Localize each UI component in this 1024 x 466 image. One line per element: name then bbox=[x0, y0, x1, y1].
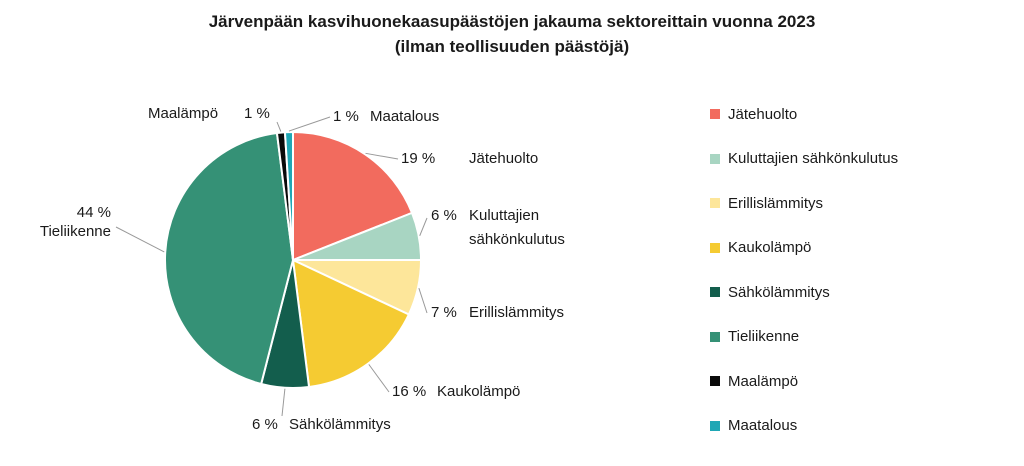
data-label-name-sahkolammitys: Sähkölämmitys bbox=[289, 416, 391, 433]
legend-item-maatalous: Maatalous bbox=[710, 404, 898, 449]
legend-label: Maatalous bbox=[728, 417, 798, 435]
chart-title: Järvenpään kasvihuonekaasupäästöjen jaka… bbox=[208, 12, 816, 31]
data-label-value-erillislammitys: 7 % bbox=[431, 304, 457, 321]
legend-item-kaukolampo: Kaukolämpö bbox=[710, 226, 898, 271]
legend-label: Kaukolämpö bbox=[728, 239, 812, 257]
leader-line-kuluttajien-sahkonkulutus bbox=[419, 217, 428, 237]
legend-item-erillislammitys: Erillislämmitys bbox=[710, 181, 898, 226]
data-label-value-kuluttajien-sahkonkulutus: 6 % bbox=[431, 207, 457, 224]
data-label-name-kaukolampo: Kaukolämpö bbox=[437, 383, 520, 400]
legend-swatch bbox=[710, 198, 720, 209]
legend-label: Maalämpö bbox=[728, 372, 799, 390]
legend-label: Jätehuolto bbox=[728, 105, 798, 123]
legend-swatch bbox=[710, 153, 720, 164]
data-label-name-kuluttajien-sahkonkulutus: Kuluttajien bbox=[469, 207, 539, 224]
data-label-name-tieliikenne: Tieliikenne bbox=[40, 223, 111, 240]
legend-swatch bbox=[710, 331, 720, 342]
data-label-name-maatalous: Maatalous bbox=[370, 108, 439, 125]
leader-line-erillislammitys bbox=[418, 287, 428, 314]
legend-label: Erillislämmitys bbox=[728, 194, 823, 212]
data-label-name-maalampo: Maalämpö bbox=[148, 105, 218, 122]
legend-swatch bbox=[710, 376, 720, 387]
data-label-value-maalampo: 1 % bbox=[244, 105, 270, 122]
legend-item-kuluttajien-sahkonkulutus: Kuluttajien sähkönkulutus bbox=[710, 137, 898, 182]
pie-slice-tieliikenne bbox=[164, 131, 295, 386]
data-label-value-tieliikenne: 44 % bbox=[77, 204, 111, 221]
legend-item-jatehuolto: Jätehuolto bbox=[710, 92, 898, 137]
legend-swatch bbox=[710, 109, 720, 120]
legend-item-sahkolammitys: Sähkölämmitys bbox=[710, 270, 898, 315]
legend-label: Tieliikenne bbox=[728, 328, 800, 346]
legend-label: Sähkölämmitys bbox=[728, 283, 830, 301]
data-label-value-maatalous: 1 % bbox=[333, 108, 359, 125]
leader-line-kaukolampo bbox=[368, 364, 390, 393]
data-label-name-erillislammitys: Erillislämmitys bbox=[469, 304, 564, 321]
legend-label: Kuluttajien sähkönkulutus bbox=[728, 150, 899, 168]
data-label-value-sahkolammitys: 6 % bbox=[252, 416, 278, 433]
leader-line-tieliikenne bbox=[115, 226, 165, 253]
data-label-value-kaukolampo: 16 % bbox=[392, 383, 426, 400]
data-label-name-jatehuolto: Jätehuolto bbox=[469, 150, 538, 167]
data-label-value-jatehuolto: 19 % bbox=[401, 150, 435, 167]
leader-line-maatalous bbox=[288, 116, 331, 132]
pie-slice-jatehuolto bbox=[292, 130, 414, 262]
chart-legend: Jätehuolto Kuluttajien sähkönkulutus Erill… bbox=[710, 92, 898, 448]
legend-swatch bbox=[710, 242, 720, 253]
leader-line-sahkolammitys bbox=[281, 388, 286, 417]
leader-line-maalampo bbox=[276, 121, 282, 132]
legend-item-maalampo: Maalämpö bbox=[710, 359, 898, 404]
legend-swatch bbox=[710, 420, 720, 431]
data-label-name-kuluttajien-sahkonkulutus: sähkönkulutus bbox=[469, 231, 565, 248]
legend-item-tieliikenne: Tieliikenne bbox=[710, 315, 898, 360]
pie-slice-maatalous bbox=[283, 130, 294, 261]
legend-swatch bbox=[710, 287, 720, 298]
chart-subtitle: (ilman teollisuuden päästöjä) bbox=[394, 37, 630, 56]
pie-slice-kaukolampo bbox=[291, 258, 411, 389]
leader-line-jatehuolto bbox=[365, 152, 399, 160]
